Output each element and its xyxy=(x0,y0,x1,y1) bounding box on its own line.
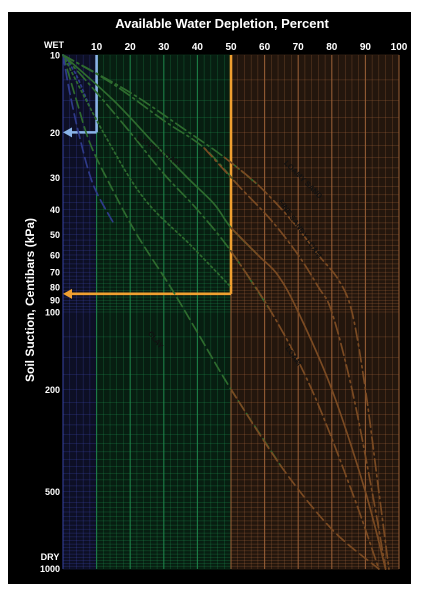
series-unnamed-5-line xyxy=(62,54,115,224)
y-tick-label: 50 xyxy=(50,230,60,240)
chart-frame xyxy=(8,12,411,584)
series-curves xyxy=(62,54,390,570)
x-tick-label: 40 xyxy=(192,42,204,53)
x-tick-label: 30 xyxy=(158,42,170,53)
y-tick-label: 200 xyxy=(45,385,60,395)
series-loamy-sand-line-dry xyxy=(223,156,390,570)
x-tick-label: 90 xyxy=(360,42,372,53)
y-tick-label: 500 xyxy=(45,487,60,497)
x-tick-label: 70 xyxy=(293,42,305,53)
y-tick-label: 80 xyxy=(50,283,60,293)
y-tick-label: 90 xyxy=(50,296,60,306)
axes: Available Water Depletion, Percent Soil … xyxy=(23,16,408,574)
series-loam-line-dry xyxy=(230,250,380,570)
y-tick-label: 1000 xyxy=(40,564,60,574)
series-unnamed-7-line xyxy=(62,54,232,288)
y-tick-label: 70 xyxy=(50,268,60,278)
guide-arrowhead-0 xyxy=(63,288,72,299)
x-tick-label: 100 xyxy=(391,42,408,53)
y-tick-label: 60 xyxy=(50,250,60,260)
series-sandy-loam-line-dry xyxy=(230,226,387,570)
y-axis-title: Soil Suction, Centibars (kPa) xyxy=(23,218,37,382)
x-tick-label: 20 xyxy=(125,42,137,53)
y-tick-label: 40 xyxy=(50,205,60,215)
guide-lines xyxy=(63,55,233,299)
x-tick-label: 10 xyxy=(91,42,103,53)
series-fine-sandy-loam-line xyxy=(62,54,239,186)
y-tick-label: 30 xyxy=(50,173,60,183)
guide-arrowhead-1 xyxy=(63,127,72,138)
series-clay-line-dry xyxy=(230,388,380,570)
y-tick-label: 100 xyxy=(45,308,60,318)
chart-title: Available Water Depletion, Percent xyxy=(115,16,329,31)
x-axis-wet-label: WET xyxy=(44,40,64,50)
x-tick-label: 60 xyxy=(259,42,271,53)
x-tick-label: 80 xyxy=(326,42,338,53)
x-tick-label: 50 xyxy=(225,42,237,53)
y-tick-label: 10 xyxy=(50,51,60,61)
y-tick-label: 20 xyxy=(50,128,60,138)
series-clay-line xyxy=(62,54,283,468)
y-axis-dry-label: DRY xyxy=(41,552,60,562)
series-fine-sandy-loam-line-dry xyxy=(203,147,387,570)
